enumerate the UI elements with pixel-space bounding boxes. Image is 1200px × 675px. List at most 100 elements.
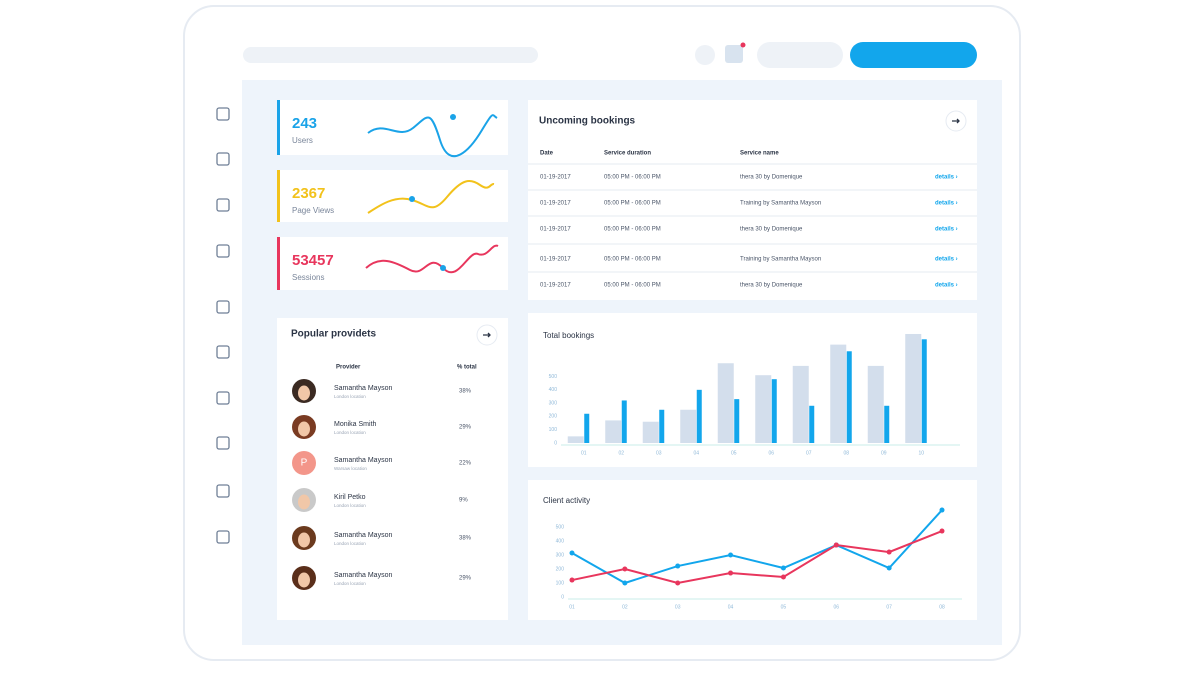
y-tick-label: 200 xyxy=(556,566,565,572)
provider-name: Samantha Mayson xyxy=(334,572,392,579)
nav-icon[interactable] xyxy=(216,345,230,359)
x-tick-label: 06 xyxy=(834,604,840,610)
details-link[interactable]: details › xyxy=(935,227,958,233)
point xyxy=(569,577,575,583)
sparkline-dot xyxy=(440,265,446,271)
stat-accent xyxy=(277,100,280,155)
line-chart-card xyxy=(528,480,977,620)
provider-name: Samantha Mayson xyxy=(334,385,392,392)
bar xyxy=(680,409,697,443)
x-tick-label: 04 xyxy=(693,450,699,456)
stat-value: 53457 xyxy=(292,252,334,269)
y-tick-label: 500 xyxy=(549,374,558,380)
cell: 05:00 PM - 06:00 PM xyxy=(604,175,661,181)
y-tick-label: 500 xyxy=(556,524,565,530)
sparkline xyxy=(367,114,498,158)
provider-location: London location xyxy=(334,541,366,546)
cell: 01-19-2017 xyxy=(540,227,571,233)
x-tick-label: 03 xyxy=(656,450,662,456)
avatar-face xyxy=(298,572,310,588)
provider-share: 38% xyxy=(459,536,472,542)
nav-icon[interactable] xyxy=(216,300,230,314)
chart-title: Client activity xyxy=(543,496,590,505)
bar xyxy=(734,399,740,443)
bar xyxy=(605,420,622,443)
x-tick-label: 10 xyxy=(918,450,924,456)
avatar-face xyxy=(298,385,310,401)
point xyxy=(780,574,786,580)
bar xyxy=(696,389,702,443)
bar xyxy=(792,365,809,443)
x-tick-label: 01 xyxy=(581,450,587,456)
x-tick-label: 05 xyxy=(731,450,737,456)
point xyxy=(780,565,786,571)
provider-name: Samantha Mayson xyxy=(334,457,392,464)
provider-name: Samantha Mayson xyxy=(334,532,392,539)
bookings-card xyxy=(528,100,977,300)
provider-name: Kiril Petko xyxy=(334,494,366,501)
provider-share: 9% xyxy=(459,498,468,504)
bar xyxy=(905,333,922,443)
y-tick-label: 0 xyxy=(561,594,564,600)
bar xyxy=(867,365,884,443)
cell: 05:00 PM - 06:00 PM xyxy=(604,283,661,289)
stat-accent xyxy=(277,170,280,222)
details-link[interactable]: details › xyxy=(935,257,958,263)
arrow-icon xyxy=(952,118,960,124)
nav-icon[interactable] xyxy=(216,484,230,498)
arrow-icon xyxy=(483,332,491,338)
provider-location: London location xyxy=(334,430,366,435)
point xyxy=(675,563,681,569)
bar xyxy=(755,375,772,443)
primary-button[interactable] xyxy=(850,42,977,68)
provider-share: 22% xyxy=(459,461,472,467)
nav-icon[interactable] xyxy=(216,530,230,544)
details-link[interactable]: details › xyxy=(935,201,958,207)
x-tick-label: 07 xyxy=(886,604,892,610)
y-tick-label: 0 xyxy=(554,440,557,446)
nav-icon[interactable] xyxy=(216,436,230,450)
details-link[interactable]: details › xyxy=(935,283,958,289)
point xyxy=(886,549,892,555)
x-tick-label: 09 xyxy=(881,450,887,456)
card-title: Popular providets xyxy=(291,329,376,340)
point xyxy=(622,566,628,572)
cell: Training by Samantha Mayson xyxy=(740,257,821,263)
y-tick-label: 400 xyxy=(556,538,565,544)
notification-dot xyxy=(740,42,746,48)
point xyxy=(569,550,575,556)
sparkline xyxy=(367,179,495,214)
stat-card xyxy=(277,237,508,290)
providers-card xyxy=(277,318,508,620)
nav-icon[interactable] xyxy=(216,152,230,166)
secondary-button[interactable] xyxy=(757,42,843,68)
notifications-button[interactable] xyxy=(725,45,743,63)
bar xyxy=(771,379,777,443)
x-tick-label: 05 xyxy=(781,604,787,610)
details-link[interactable]: details › xyxy=(935,175,958,181)
search-bar[interactable] xyxy=(243,47,538,63)
x-tick-label: 08 xyxy=(939,604,945,610)
cell: 05:00 PM - 06:00 PM xyxy=(604,201,661,207)
avatar xyxy=(292,451,316,475)
nav-icon[interactable] xyxy=(216,244,230,258)
cell: thera 30 by Domenique xyxy=(740,227,803,233)
nav-icon[interactable] xyxy=(216,198,230,212)
cell: 05:00 PM - 06:00 PM xyxy=(604,257,661,263)
point xyxy=(728,570,734,576)
avatar-face xyxy=(298,421,310,437)
point xyxy=(728,552,734,558)
stat-label: Page Views xyxy=(292,206,334,215)
x-tick-label: 01 xyxy=(569,604,575,610)
avatar-initial: P xyxy=(301,458,308,469)
stat-value: 2367 xyxy=(292,185,325,202)
sparkline-dot xyxy=(450,114,456,120)
nav-icon[interactable] xyxy=(216,107,230,121)
point xyxy=(833,542,839,548)
point xyxy=(939,507,945,513)
bar xyxy=(567,436,584,443)
y-tick-label: 200 xyxy=(549,414,558,420)
nav-icon[interactable] xyxy=(216,391,230,405)
profile-button[interactable] xyxy=(695,45,715,65)
